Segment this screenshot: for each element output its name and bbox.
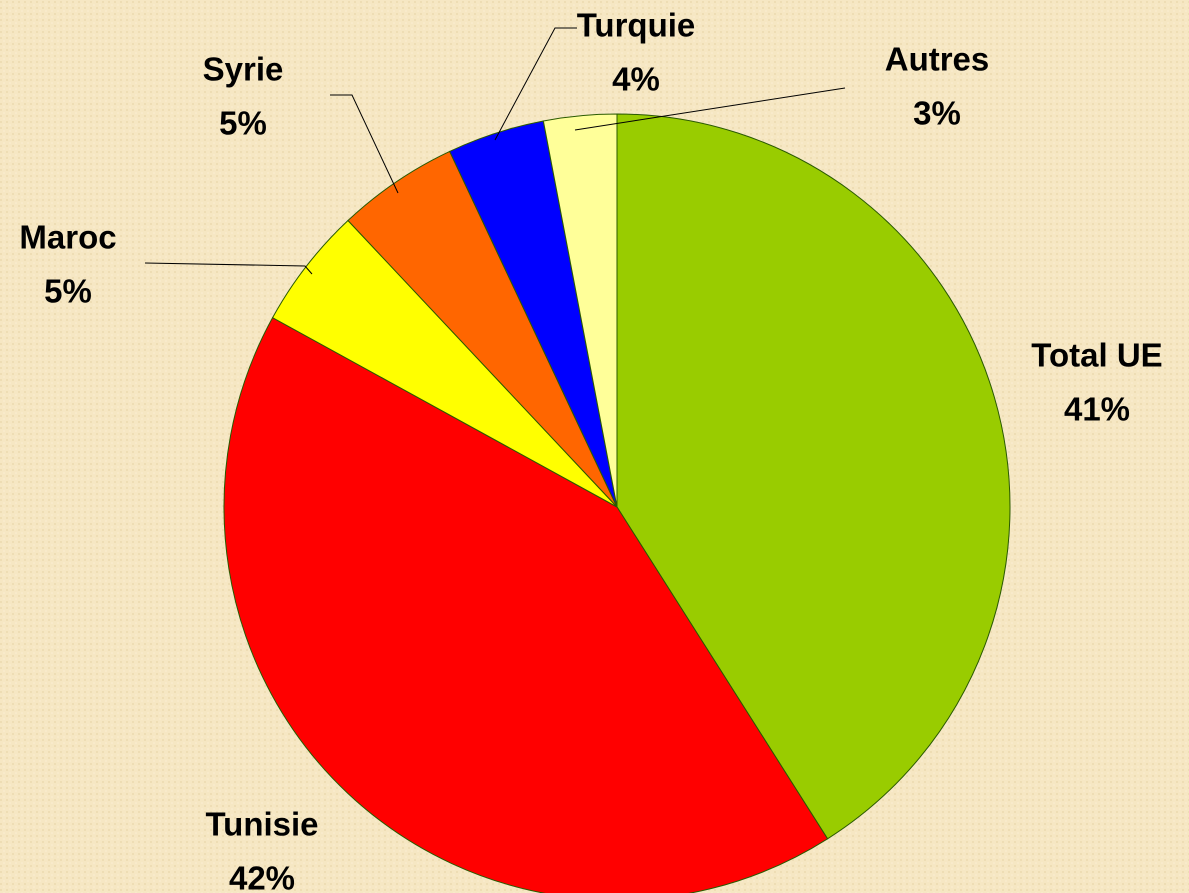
slice-value-label: 42% xyxy=(229,860,295,893)
slice xyxy=(542,113,618,508)
slice-value-label: 5% xyxy=(219,105,267,142)
leader-line xyxy=(574,87,846,131)
slice-value-label: 5% xyxy=(44,273,92,310)
leader-line xyxy=(144,262,313,275)
slice-label: Total UE xyxy=(1031,337,1162,374)
slice-label: Tunisie xyxy=(205,806,318,843)
slice xyxy=(223,316,829,893)
slice-label: Syrie xyxy=(203,51,284,88)
slice xyxy=(616,113,1011,840)
slice-value-label: 3% xyxy=(913,95,961,132)
slice-label: Maroc xyxy=(19,219,116,256)
slice-value-label: 4% xyxy=(612,61,660,98)
slice-value-label: 41% xyxy=(1064,391,1130,428)
leader-line xyxy=(330,94,399,194)
slice-label: Autres xyxy=(885,41,990,78)
leader-line xyxy=(494,27,577,141)
slice-label: Turquie xyxy=(577,7,696,44)
